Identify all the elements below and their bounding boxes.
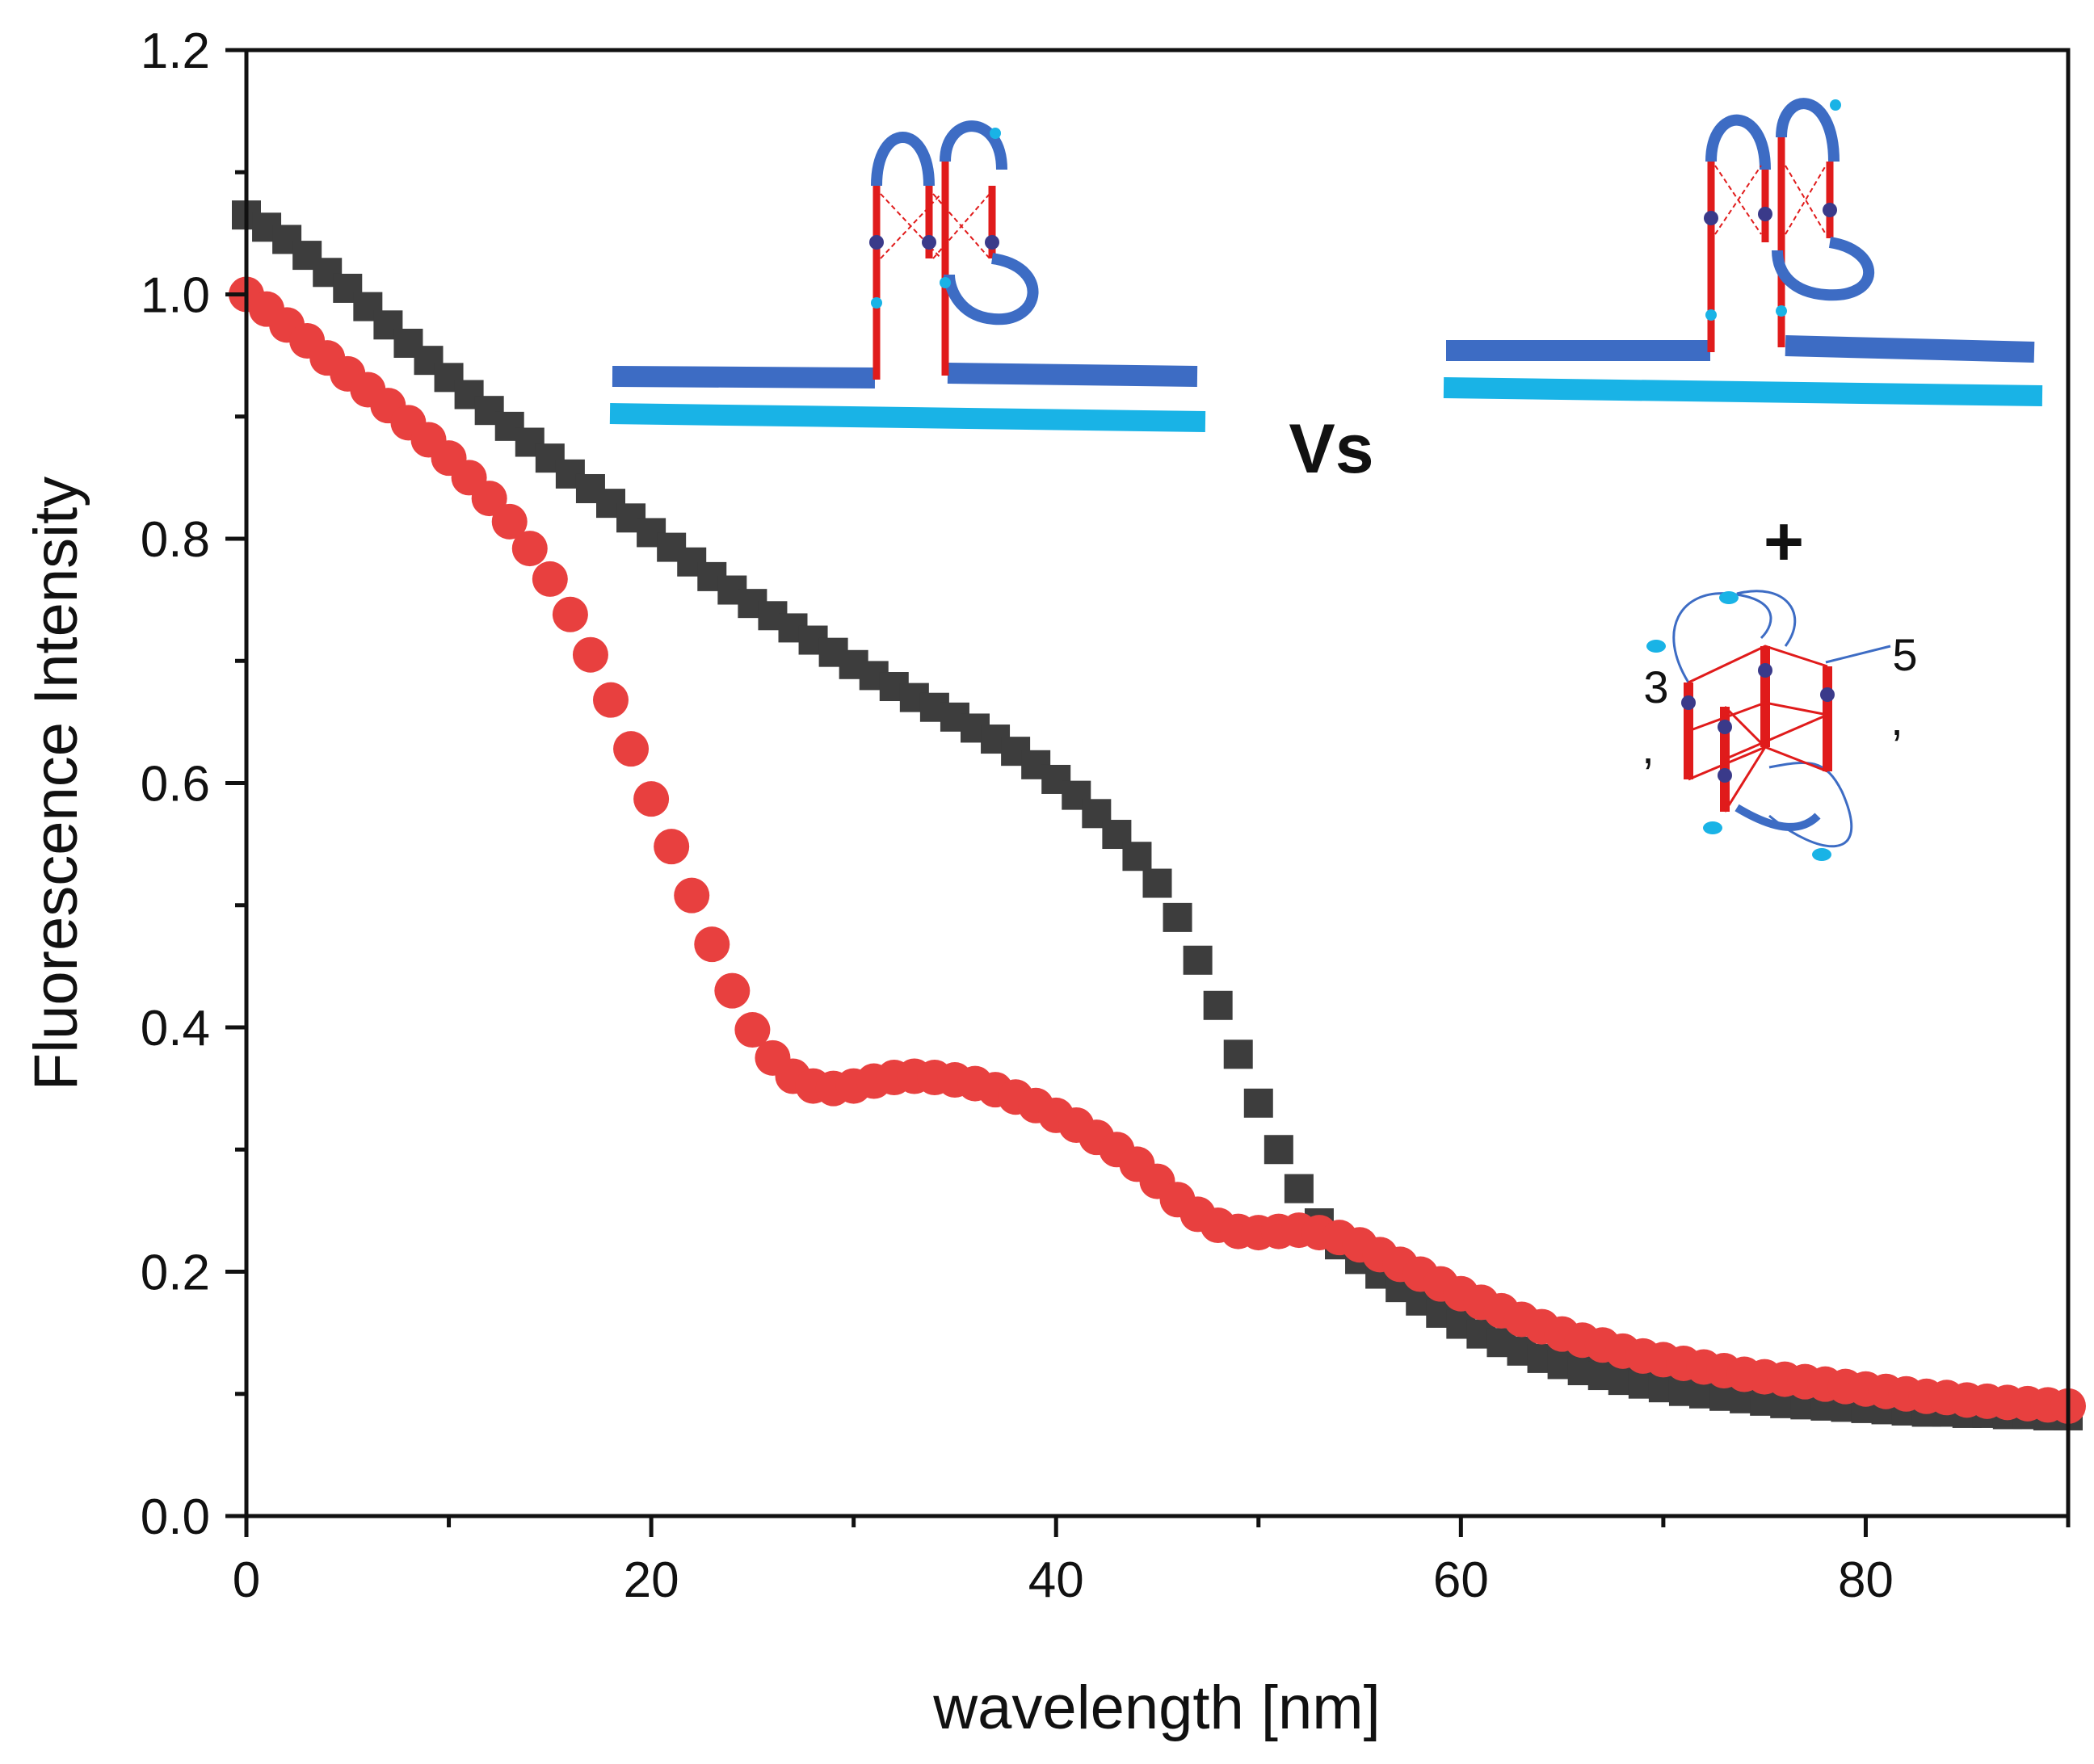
square-point: [1243, 1088, 1273, 1118]
x-tick-label: 0: [233, 1552, 260, 1608]
circle-point: [552, 596, 588, 632]
y-tick-label: 0.0: [141, 1489, 210, 1545]
x-tick-label: 80: [1838, 1552, 1894, 1608]
square-point: [1142, 868, 1172, 898]
square-point: [1223, 1040, 1253, 1069]
x-tick-label: 40: [1028, 1552, 1084, 1608]
square-point: [1203, 990, 1233, 1020]
y-axis-title: Fluorescence Intensity: [22, 477, 90, 1090]
circle-point: [734, 1012, 771, 1048]
vs-label: Vs: [1289, 410, 1373, 488]
circle-point: [654, 829, 690, 865]
three-prime-label: 3: [1643, 662, 1668, 712]
schematic-duplex-quadruplex: [1443, 98, 2043, 406]
y-tick-label: 0.4: [141, 1001, 210, 1056]
y-tick-label: 0.6: [141, 757, 210, 813]
circle-point: [633, 781, 670, 817]
x-axis-title: wavelength [nm]: [932, 1674, 1380, 1742]
series-circles: [229, 276, 2086, 1424]
plus-label: +: [1764, 503, 1804, 581]
circle-point: [674, 877, 710, 914]
circle-point: [511, 531, 548, 567]
circle-point: [593, 682, 629, 718]
axis-tick-labels: 0 20 40 60 80 0.0 0.2 0.4 0.6 0.8 1.0 1.2: [141, 23, 1894, 1608]
x-tick-label: 20: [624, 1552, 679, 1608]
square-point: [1122, 842, 1152, 872]
circle-point: [491, 503, 528, 540]
x-tick-label: 60: [1433, 1552, 1489, 1608]
circle-point: [572, 636, 608, 673]
three-prime-comma: ,: [1642, 722, 1655, 773]
schematic-quadruplex: [1646, 590, 1891, 861]
y-tick-label: 1.0: [141, 268, 210, 324]
square-point: [1264, 1135, 1293, 1165]
circle-point: [694, 926, 730, 963]
y-tick-label: 1.2: [141, 23, 210, 79]
circle-point: [471, 481, 507, 517]
y-tick-label: 0.2: [141, 1245, 210, 1301]
square-point: [1183, 945, 1213, 975]
plot-frame: [244, 48, 2071, 1518]
square-point: [1284, 1174, 1314, 1203]
five-prime-label: 5: [1892, 629, 1917, 680]
circle-point: [613, 731, 650, 767]
five-prime-comma: ,: [1890, 694, 1903, 745]
circle-point: [714, 972, 751, 1009]
square-point: [1163, 902, 1192, 932]
y-tick-label: 0.8: [141, 512, 210, 568]
circle-point: [532, 561, 568, 597]
schematic-duplex-hairpins: [609, 120, 1206, 432]
axis-ticks: [225, 48, 2071, 1537]
